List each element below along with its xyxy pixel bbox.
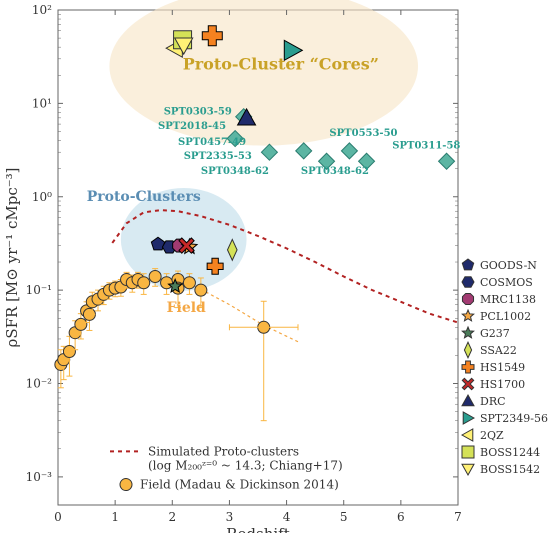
svg-text:SPT0457-49: SPT0457-49 — [178, 137, 246, 148]
svg-text:Field: Field — [167, 300, 206, 316]
svg-text:(log M₂₀₀ᶻ⁼⁰ ~ 14.3; Chiang+17: (log M₂₀₀ᶻ⁼⁰ ~ 14.3; Chiang+17) — [148, 458, 343, 472]
svg-text:10⁻¹: 10⁻¹ — [26, 283, 52, 297]
svg-text:2QZ: 2QZ — [480, 429, 504, 442]
chart-container: 0 1 2 3 4 5 6 7 10⁻³ 10⁻² 10⁻¹ 10⁰ 10¹ 10² Redshift ρSF… — [0, 0, 550, 533]
svg-text:7: 7 — [454, 510, 462, 524]
svg-text:Simulated Proto-clusters: Simulated Proto-clusters — [148, 444, 299, 458]
svg-text:1: 1 — [111, 510, 119, 524]
svg-text:Redshift: Redshift — [226, 525, 290, 533]
svg-text:SPT0348-62: SPT0348-62 — [201, 166, 269, 177]
svg-text:0: 0 — [54, 510, 62, 524]
svg-text:DRC: DRC — [480, 395, 506, 408]
svg-text:SSA22: SSA22 — [480, 344, 517, 357]
svg-text:HS1549: HS1549 — [480, 361, 525, 374]
svg-text:6: 6 — [397, 510, 405, 524]
svg-text:BOSS1244: BOSS1244 — [480, 446, 540, 459]
svg-text:Proto-Clusters: Proto-Clusters — [87, 189, 201, 205]
svg-text:SPT0553-50: SPT0553-50 — [329, 128, 397, 139]
svg-text:HS1700: HS1700 — [480, 378, 525, 391]
svg-text:10⁻³: 10⁻³ — [26, 470, 53, 484]
svg-text:SPT0311-58: SPT0311-58 — [392, 140, 460, 151]
svg-text:ρSFR [M⊙ yr⁻¹ cMpc⁻³]: ρSFR [M⊙ yr⁻¹ cMpc⁻³] — [3, 168, 21, 348]
scatter-chart: 0 1 2 3 4 5 6 7 10⁻³ 10⁻² 10⁻¹ 10⁰ 10¹ 10² Redshift ρSF… — [0, 0, 550, 533]
svg-text:PCL1002: PCL1002 — [480, 310, 531, 323]
svg-text:SPT0303-59: SPT0303-59 — [164, 107, 232, 118]
svg-text:5: 5 — [340, 510, 348, 524]
svg-text:SPT2335-53: SPT2335-53 — [184, 151, 252, 162]
svg-text:10²: 10² — [32, 3, 52, 17]
svg-text:3: 3 — [226, 510, 234, 524]
svg-text:MRC1138: MRC1138 — [480, 293, 536, 306]
svg-text:GOODS-N: GOODS-N — [480, 259, 537, 272]
svg-text:2: 2 — [168, 510, 176, 524]
svg-text:BOSS1542: BOSS1542 — [480, 463, 540, 476]
svg-text:SPT0348-62: SPT0348-62 — [301, 166, 369, 177]
svg-text:10⁰: 10⁰ — [32, 190, 52, 204]
svg-text:SPT2018-45: SPT2018-45 — [158, 121, 226, 132]
svg-text:Proto-Cluster “Cores”: Proto-Cluster “Cores” — [183, 55, 379, 74]
svg-text:Field (Madau & Dickinson 2014): Field (Madau & Dickinson 2014) — [140, 478, 339, 492]
svg-text:10¹: 10¹ — [32, 96, 52, 110]
svg-text:COSMOS: COSMOS — [480, 276, 533, 289]
svg-text:G237: G237 — [480, 327, 510, 340]
svg-text:4: 4 — [283, 510, 291, 524]
svg-text:SPT2349-56: SPT2349-56 — [480, 412, 548, 425]
svg-text:10⁻²: 10⁻² — [26, 377, 53, 391]
